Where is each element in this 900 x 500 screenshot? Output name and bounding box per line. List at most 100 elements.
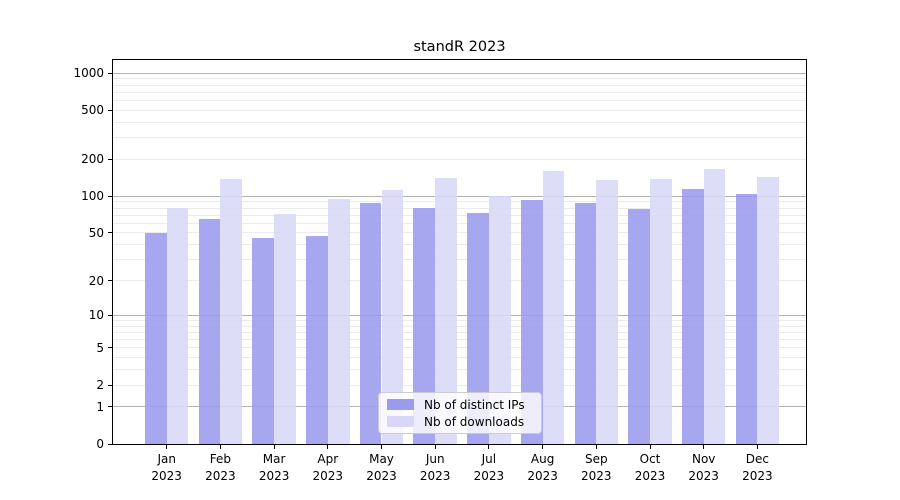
plot-area <box>112 59 807 445</box>
gridline-minor <box>113 109 806 111</box>
bar-downloads-oct <box>650 178 672 444</box>
y-tick-mark <box>108 109 112 111</box>
gridline-minor <box>113 357 806 359</box>
legend-label-distinct-ips: Nb of distinct IPs <box>424 397 525 412</box>
bar-distinct-ips-apr <box>306 236 328 444</box>
y-tick-label: 20 <box>88 273 104 288</box>
bar-downloads-sep <box>596 179 619 444</box>
chart-title: standR 2023 <box>413 39 506 55</box>
gridline-minor <box>113 100 806 102</box>
y-tick-label: 5 <box>96 340 104 355</box>
y-tick-mark <box>108 384 112 386</box>
bar-downloads-apr <box>327 199 350 444</box>
gridline-minor <box>113 214 806 216</box>
gridline-minor <box>113 369 806 371</box>
gridline-minor <box>113 137 806 139</box>
bar-downloads-jun <box>435 178 457 444</box>
legend-swatch-distinct-ips <box>387 399 414 410</box>
y-tick-label: 50 <box>88 225 104 240</box>
gridline-minor <box>113 207 806 209</box>
bar-distinct-ips-mar <box>252 238 275 444</box>
bar-downloads-may <box>381 189 404 444</box>
x-tick-mark <box>649 445 651 449</box>
x-tick-label-jun: Jun 2023 <box>419 452 451 483</box>
legend: Nb of distinct IPs Nb of downloads <box>378 392 542 434</box>
gridline-minor <box>113 91 806 93</box>
x-tick-mark <box>756 445 758 449</box>
gridline-major <box>113 72 806 74</box>
x-tick-label-feb: Feb 2023 <box>205 452 236 483</box>
gridline-minor <box>113 384 806 386</box>
x-tick-label-dec: Dec 2023 <box>742 452 773 483</box>
legend-label-downloads: Nb of downloads <box>424 414 525 429</box>
legend-swatch-downloads <box>387 416 414 427</box>
gridline-minor <box>113 325 806 327</box>
x-tick-label-oct: Oct 2023 <box>634 452 666 483</box>
x-tick-mark <box>595 445 597 449</box>
y-tick-mark <box>108 232 112 234</box>
gridline-minor <box>113 158 806 160</box>
gridline-minor <box>113 201 806 203</box>
x-tick-mark <box>166 445 168 449</box>
bar-distinct-ips-jul <box>467 212 489 444</box>
y-tick-label: 1000 <box>73 66 104 81</box>
y-tick-label: 100 <box>81 189 104 204</box>
y-tick-mark <box>108 314 112 316</box>
x-tick-label-jul: Jul 2023 <box>473 452 505 483</box>
bar-distinct-ips-aug <box>520 200 543 444</box>
bar-downloads-jul <box>488 196 511 444</box>
y-tick-mark <box>108 158 112 160</box>
x-tick-mark <box>703 445 705 449</box>
y-tick-mark <box>108 347 112 349</box>
gridline-minor <box>113 280 806 282</box>
x-tick-label-nov: Nov 2023 <box>688 452 719 483</box>
bar-distinct-ips-dec <box>735 194 758 444</box>
bar-downloads-jan <box>166 208 189 444</box>
legend-item-distinct-ips: Nb of distinct IPs <box>387 398 533 412</box>
y-tick-mark <box>108 406 112 408</box>
x-tick-label-mar: Mar 2023 <box>258 452 290 483</box>
x-tick-label-jan: Jan 2023 <box>151 452 182 483</box>
x-tick-mark <box>219 445 221 449</box>
x-tick-mark <box>273 445 275 449</box>
bar-distinct-ips-feb <box>198 219 221 444</box>
bar-distinct-ips-nov <box>681 188 704 444</box>
bar-downloads-nov <box>703 168 726 444</box>
x-tick-label-may: May 2023 <box>366 452 397 483</box>
gridline-minor <box>113 78 806 80</box>
y-tick-label: 2 <box>96 378 104 393</box>
y-tick-label: 1 <box>96 399 104 414</box>
x-tick-mark <box>542 445 544 449</box>
gridline-minor <box>113 347 806 349</box>
bar-downloads-dec <box>757 176 780 444</box>
bar-distinct-ips-jan <box>144 232 167 444</box>
bar-downloads-aug <box>542 171 565 444</box>
gridline-minor <box>113 232 806 234</box>
y-tick-mark <box>108 195 112 197</box>
x-tick-mark <box>381 445 382 449</box>
gridline-minor <box>113 222 806 224</box>
bar-distinct-ips-oct <box>628 209 650 444</box>
x-tick-mark <box>488 445 490 449</box>
gridline-minor <box>113 84 806 86</box>
y-tick-mark <box>108 443 112 445</box>
gridline-minor <box>113 244 806 246</box>
x-tick-mark <box>434 445 436 449</box>
x-tick-label-sep: Sep 2023 <box>581 452 612 483</box>
y-tick-label: 200 <box>81 152 104 167</box>
x-tick-label-aug: Aug 2023 <box>527 452 558 483</box>
gridline-minor <box>113 259 806 261</box>
gridline-major <box>113 195 806 197</box>
gridline-major <box>113 314 806 316</box>
gridline-minor <box>113 121 806 123</box>
gridline-minor <box>113 339 806 341</box>
x-tick-label-apr: Apr 2023 <box>312 452 344 483</box>
y-tick-label: 10 <box>88 308 104 323</box>
gridline-minor <box>113 331 806 333</box>
bar-distinct-ips-may <box>359 203 382 444</box>
x-tick-mark <box>327 445 329 449</box>
y-tick-label: 500 <box>81 103 104 118</box>
legend-item-downloads: Nb of downloads <box>387 415 533 429</box>
bar-distinct-ips-jun <box>413 208 436 444</box>
